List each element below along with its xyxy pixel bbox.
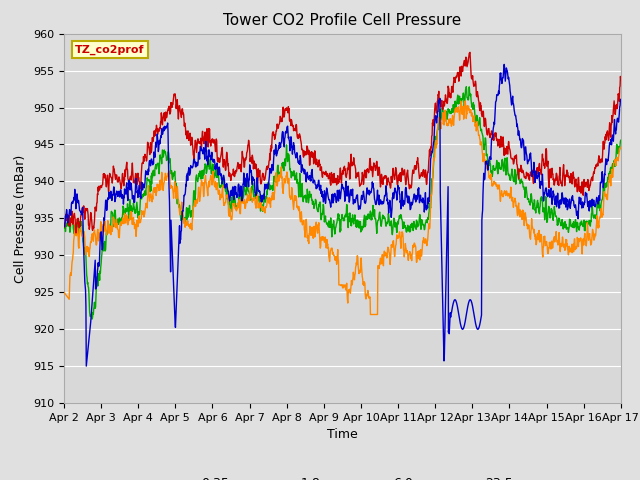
- Text: TZ_co2prof: TZ_co2prof: [75, 45, 145, 55]
- Y-axis label: Cell Pressure (mBar): Cell Pressure (mBar): [15, 154, 28, 283]
- X-axis label: Time: Time: [327, 429, 358, 442]
- Legend: 0.35m, 1.8m, 6.0m, 23.5m: 0.35m, 1.8m, 6.0m, 23.5m: [155, 472, 530, 480]
- Title: Tower CO2 Profile Cell Pressure: Tower CO2 Profile Cell Pressure: [223, 13, 461, 28]
